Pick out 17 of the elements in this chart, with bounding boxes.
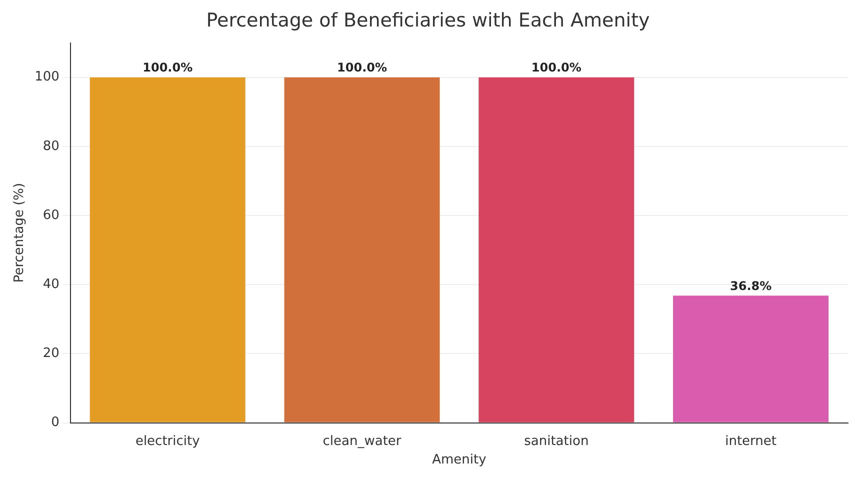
y-tick-label: 60 <box>42 208 60 223</box>
y-tick-label: 0 <box>51 415 60 430</box>
data-label: 100.0% <box>531 60 582 74</box>
y-tick-label: 100 <box>34 70 60 85</box>
x-tick-label: sanitation <box>524 434 589 449</box>
data-label: 100.0% <box>142 60 193 74</box>
y-tick-label: 20 <box>42 346 60 362</box>
chart-title: Percentage of Beneficiaries with Each Amenity <box>206 9 650 32</box>
x-tick-label: internet <box>725 434 777 449</box>
data-label: 100.0% <box>337 60 387 74</box>
y-tick-label: 80 <box>42 138 60 154</box>
x-axis-title: Amenity <box>432 452 487 468</box>
data-label: 36.8% <box>730 278 772 293</box>
x-tick-label: electricity <box>135 434 200 449</box>
x-tick-label: clean_water <box>322 434 402 449</box>
y-tick-label: 40 <box>42 276 60 292</box>
y-axis-title: Percentage (%) <box>12 182 28 283</box>
